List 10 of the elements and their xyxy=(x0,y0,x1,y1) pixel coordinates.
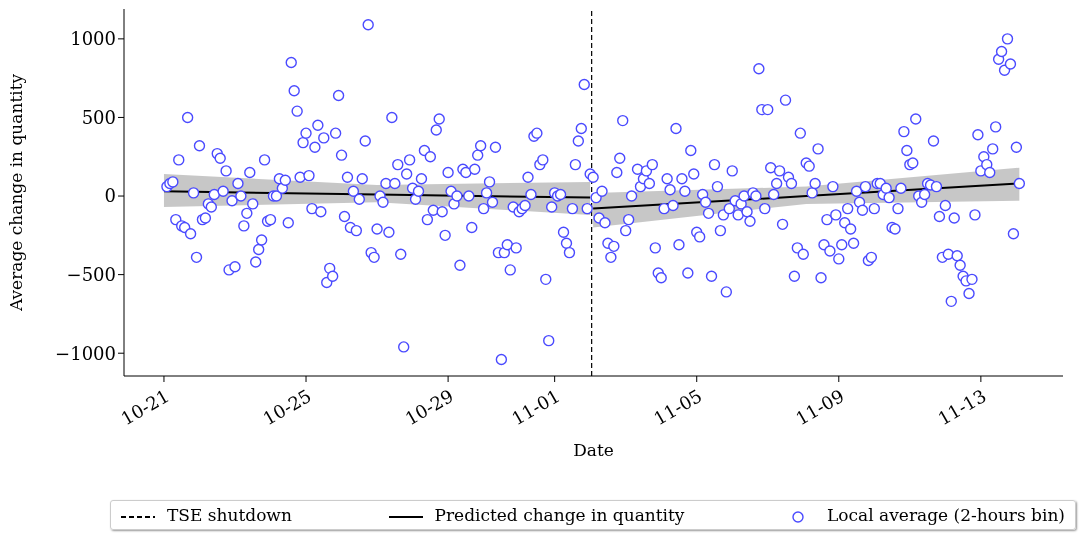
y-tick-label: −1000 xyxy=(55,342,116,364)
legend-label: Predicted change in quantity xyxy=(433,505,685,525)
y-tick-label: 0 xyxy=(104,185,116,207)
x-axis-title: Date xyxy=(573,440,614,460)
legend-label: Local average (2-hours bin) xyxy=(826,505,1065,525)
y-tick-label: 1000 xyxy=(70,28,116,50)
y-tick-label: 500 xyxy=(81,106,116,128)
legend-label: TSE shutdown xyxy=(166,505,292,525)
y-axis-title: Average change in quantity xyxy=(6,73,27,313)
y-tick-label: −500 xyxy=(66,264,116,286)
